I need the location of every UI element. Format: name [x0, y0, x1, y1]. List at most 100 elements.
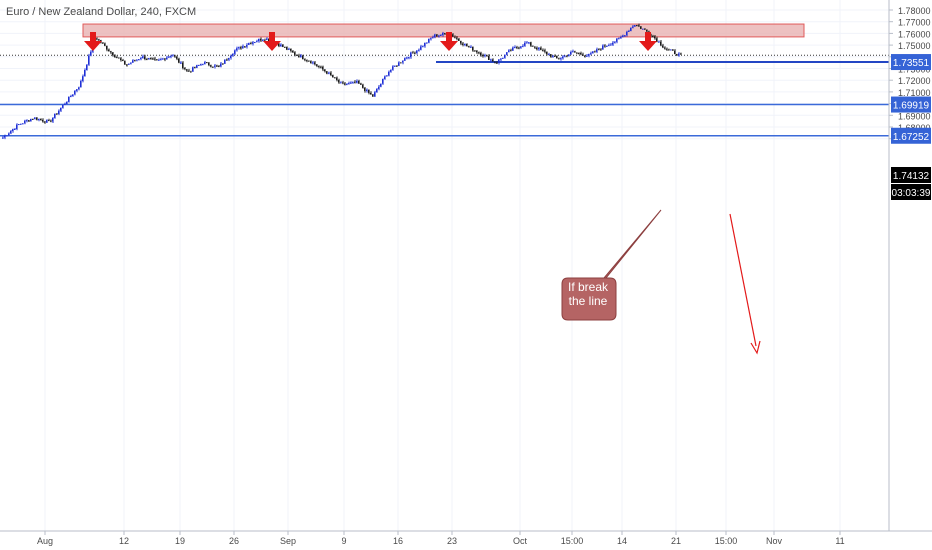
candle-body — [522, 45, 524, 47]
candle-body — [394, 65, 396, 67]
candle-body — [324, 69, 326, 72]
price-tags: 1.74132 03:03:39 1.73551 1.69919 1.67252 — [891, 54, 931, 200]
candle-body — [280, 44, 282, 47]
candle-body — [214, 65, 216, 67]
candle-body — [140, 58, 142, 60]
candle-body — [66, 101, 68, 104]
candle-body — [138, 59, 140, 61]
candle-body — [504, 54, 506, 58]
price-tick-label: 1.76000 — [898, 29, 931, 39]
candle-body — [610, 44, 612, 46]
candle-body — [54, 113, 56, 118]
candle-body — [128, 63, 130, 65]
candle-body — [642, 28, 644, 30]
candle-body — [664, 47, 666, 49]
candle-body — [586, 55, 588, 57]
candle-body — [160, 59, 162, 61]
price-axis: 1.780001.770001.760001.750001.740001.730… — [889, 6, 931, 145]
candle-body — [4, 135, 6, 138]
candle-body — [484, 55, 486, 57]
candle-body — [82, 76, 84, 81]
candle-body — [362, 84, 364, 88]
candle-body — [148, 58, 150, 60]
candle-body — [112, 52, 114, 56]
candle-body — [136, 59, 138, 61]
candle-body — [506, 52, 508, 55]
candle-body — [528, 42, 530, 44]
candle-body — [402, 60, 404, 63]
candle-body — [602, 45, 604, 50]
time-tick-label: 9 — [341, 536, 346, 546]
candle-body — [126, 64, 128, 66]
candle-body — [110, 51, 112, 53]
candle-body — [552, 55, 554, 57]
candle-body — [594, 51, 596, 53]
candle-body — [408, 57, 410, 59]
candle-body — [208, 62, 210, 66]
candle-body — [654, 36, 656, 39]
candle-body — [60, 107, 62, 111]
candle-body — [316, 64, 318, 66]
candle-body — [488, 55, 490, 60]
candle-body — [348, 83, 350, 85]
candle-body — [456, 37, 458, 39]
candle-body — [350, 82, 352, 84]
candle-body — [144, 56, 146, 60]
candle-body — [254, 42, 256, 44]
candle-body — [50, 120, 52, 122]
candle-body — [288, 48, 290, 50]
candle-body — [620, 37, 622, 39]
candle-body — [286, 47, 288, 50]
current-price-tag — [891, 167, 931, 183]
time-tick-label: Oct — [513, 536, 528, 546]
candle-body — [114, 55, 116, 58]
candle-body — [198, 64, 200, 66]
candle-body — [216, 65, 218, 67]
down-arrow-icon — [639, 32, 657, 51]
candle-body — [170, 56, 172, 58]
candle-body — [422, 46, 424, 48]
candle-body — [546, 51, 548, 55]
candle-body — [70, 96, 72, 98]
candle-body — [252, 42, 254, 44]
candle-body — [676, 54, 678, 56]
candle-body — [632, 26, 634, 28]
candle-body — [342, 82, 344, 84]
candle-body — [550, 54, 552, 57]
candle-body — [466, 44, 468, 47]
candle-body — [524, 42, 526, 46]
candle-body — [390, 69, 392, 72]
candle-body — [304, 59, 306, 61]
candle-body — [554, 55, 556, 57]
candle-body — [188, 70, 190, 72]
candle-body — [88, 55, 90, 65]
candle-body — [512, 47, 514, 51]
candle-body — [478, 52, 480, 54]
candle-body — [320, 66, 322, 68]
candle-body — [260, 38, 262, 41]
candle-body — [14, 128, 16, 130]
candle-body — [344, 83, 346, 85]
candle-body — [314, 62, 316, 65]
candle-body — [292, 50, 294, 53]
candle-body — [538, 47, 540, 50]
price-tick-label: 1.78000 — [898, 6, 931, 16]
candle-body — [226, 59, 228, 61]
candle-body — [196, 65, 198, 68]
candle-body — [628, 30, 630, 32]
candle-body — [514, 47, 516, 49]
candle-body — [24, 120, 26, 124]
candle-body — [90, 51, 92, 56]
candle-body — [268, 38, 270, 42]
candle-body — [548, 54, 550, 56]
candle-body — [284, 46, 286, 48]
candle-body — [192, 67, 194, 72]
candle-body — [432, 37, 434, 39]
time-tick-label: Nov — [766, 536, 783, 546]
candle-body — [598, 49, 600, 51]
candle-body — [242, 46, 244, 49]
candle-body — [420, 46, 422, 50]
candle-body — [436, 34, 438, 37]
candle-body — [220, 63, 222, 67]
